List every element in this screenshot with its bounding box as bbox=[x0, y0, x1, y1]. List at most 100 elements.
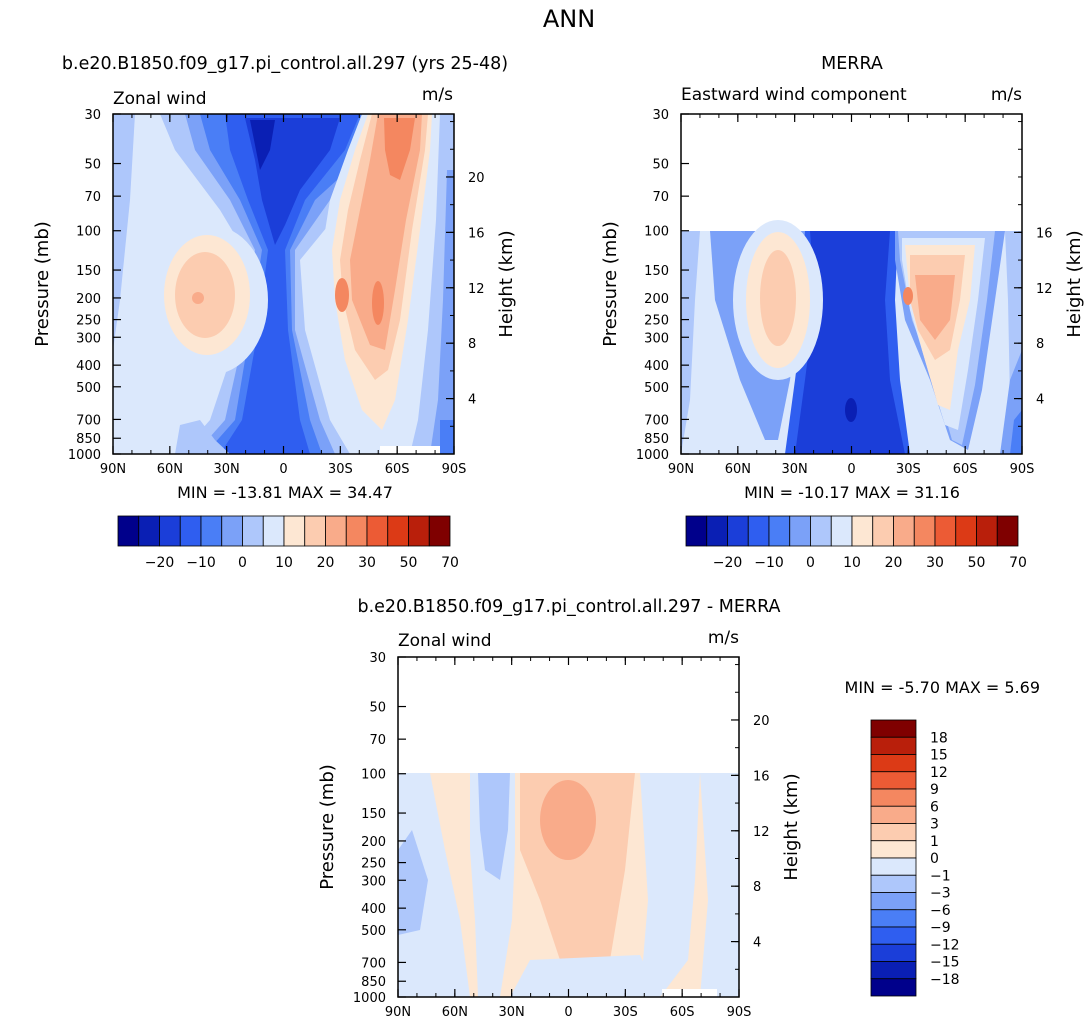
panel-merra-ytick-label: 200 bbox=[644, 292, 669, 307]
panel-merra-ytick-label: 700 bbox=[644, 413, 669, 428]
panel-merra-colorbar-swatch bbox=[893, 515, 915, 547]
panel-model-colorbar-swatch bbox=[221, 515, 243, 547]
panel-difference-colorbar-swatch bbox=[870, 736, 917, 755]
panel-model-colorbar-swatch bbox=[200, 515, 223, 547]
panel-merra-ytick-label: 100 bbox=[644, 225, 669, 240]
panel-difference-colorbar-label: −12 bbox=[930, 937, 960, 953]
panel-model-ytick-label: 150 bbox=[76, 264, 101, 279]
panel-merra-xtick-label: 90S bbox=[1010, 462, 1035, 477]
panel-model-colorbar-swatch bbox=[179, 515, 202, 547]
panel-model-colorbar-label: 20 bbox=[317, 555, 335, 571]
panel-merra-colorbar-swatch bbox=[872, 515, 894, 547]
panel-merra-ytick-label: 50 bbox=[652, 158, 669, 173]
panel-merra-colorbar-swatch bbox=[727, 515, 749, 547]
panel-model-colorbar-swatch bbox=[345, 515, 368, 547]
panel-difference-ytick-label: 1000 bbox=[353, 991, 386, 1006]
panel-model-colorbar-swatch bbox=[325, 515, 347, 547]
panel-model-ylabel: Pressure (mb) bbox=[32, 221, 53, 347]
panel-difference-colorbar-swatch bbox=[870, 754, 917, 773]
panel-merra: MERRA Eastward wind component m/s 90N 60N… bbox=[600, 54, 1085, 571]
panel-merra-xtick-label: 0 bbox=[847, 462, 855, 477]
panel-model-title: b.e20.B1850.f09_g17.pi_control.all.297 (… bbox=[62, 54, 508, 74]
panel-merra-colorbar-label: −20 bbox=[713, 555, 743, 571]
panel-model-xtick-label: 0 bbox=[279, 462, 287, 477]
panel-difference-colorbar-label: −3 bbox=[930, 886, 951, 902]
panel-merra-units: m/s bbox=[991, 85, 1022, 105]
panel-merra-xtick-label: 30N bbox=[782, 462, 808, 477]
panel-merra-colorbar-swatch bbox=[747, 515, 770, 547]
panel-merra-ytick-label: 850 bbox=[644, 432, 669, 447]
panel-merra-stats: MIN = -10.17 MAX = 31.16 bbox=[744, 483, 960, 502]
panel-difference-colorbar-label: 3 bbox=[930, 817, 939, 833]
panel-model-stats: MIN = -13.81 MAX = 34.47 bbox=[177, 483, 393, 502]
panel-merra-title: MERRA bbox=[821, 54, 883, 74]
panel-model-xtick-label: 60S bbox=[385, 462, 410, 477]
panel-merra-colorbar: −20 −10 0 10 20 30 50 70 bbox=[685, 515, 1027, 571]
panel-model-ytick-label: 200 bbox=[76, 292, 101, 307]
panel-difference-colorbar-swatch bbox=[870, 978, 917, 997]
panel-merra-colorbar-label: 20 bbox=[885, 555, 903, 571]
panel-merra-colorbar-swatch bbox=[913, 515, 936, 547]
panel-merra-ytick-label: 70 bbox=[652, 190, 669, 205]
panel-difference-colorbar-swatch bbox=[870, 840, 917, 859]
panel-merra-xtick-label: 90N bbox=[668, 462, 694, 477]
panel-model-colorbar-label: 50 bbox=[400, 555, 418, 571]
panel-model-colorbar-swatch bbox=[117, 515, 140, 547]
panel-model-ytick-label: 70 bbox=[84, 190, 101, 205]
panel-difference-ylabel: Pressure (mb) bbox=[317, 764, 338, 890]
panel-difference-ytick-label: 30 bbox=[369, 651, 386, 666]
panel-difference-ytick-label: 250 bbox=[361, 857, 386, 872]
panel-difference-ytick-label: 500 bbox=[361, 924, 386, 939]
panel-difference-colorbar-swatch bbox=[870, 926, 917, 945]
panel-difference-colorbar-label: 15 bbox=[930, 748, 948, 764]
panel-model-colorbar-swatch bbox=[366, 515, 389, 547]
panel-difference-colorbar-swatch bbox=[870, 788, 917, 807]
panel-model-units: m/s bbox=[422, 85, 453, 105]
panel-difference-xtick-label: 60N bbox=[442, 1005, 468, 1020]
panel-model-colorbar-label: 70 bbox=[441, 555, 459, 571]
panel-model-colorbar-swatch bbox=[387, 515, 409, 547]
panel-difference-xtick-label: 30N bbox=[499, 1005, 525, 1020]
panel-model-ytick-label: 400 bbox=[76, 359, 101, 374]
panel-model-colorbar-label: 0 bbox=[238, 555, 247, 571]
panel-difference-colorbar-swatch bbox=[870, 909, 917, 928]
panel-difference-xtick-label: 90N bbox=[385, 1005, 411, 1020]
panel-model-ylabel-right: Height (km) bbox=[496, 230, 517, 337]
panel-difference-htick-label: 20 bbox=[753, 714, 770, 729]
panel-model-xtick-label: 90S bbox=[442, 462, 467, 477]
panel-difference-colorbar-swatch bbox=[870, 892, 917, 911]
panel-model-colorbar-swatch bbox=[304, 515, 326, 547]
panel-difference-colorbar-swatch bbox=[870, 874, 917, 893]
panel-merra-htick-label: 8 bbox=[1036, 337, 1044, 352]
panel-model-ytick-label: 500 bbox=[76, 381, 101, 396]
panel-model-xtick-label: 90N bbox=[100, 462, 126, 477]
panel-model-htick-label: 16 bbox=[468, 226, 485, 241]
panel-merra-ytick-label: 300 bbox=[644, 331, 669, 346]
panel-merra-ytick-label: 500 bbox=[644, 381, 669, 396]
panel-difference-colorbar-swatch bbox=[870, 943, 917, 962]
panel-difference-units: m/s bbox=[708, 628, 739, 648]
panel-difference: b.e20.B1850.f09_g17.pi_control.all.297 -… bbox=[317, 597, 1040, 1020]
panel-merra-htick-label: 16 bbox=[1036, 226, 1053, 241]
panel-model-ytick-label: 50 bbox=[84, 158, 101, 173]
panel-model-colorbar-swatch bbox=[262, 515, 285, 547]
panel-model-ytick-label: 850 bbox=[76, 432, 101, 447]
panel-merra-xtick-label: 60N bbox=[725, 462, 751, 477]
panel-difference-colorbar-swatch bbox=[870, 719, 917, 738]
panel-merra-ylabel-right: Height (km) bbox=[1064, 230, 1085, 337]
panel-merra-colorbar-swatch bbox=[996, 515, 1019, 547]
panel-model-ytick-label: 30 bbox=[84, 108, 101, 123]
panel-model-xtick-label: 60N bbox=[157, 462, 183, 477]
panel-merra-colorbar-swatch bbox=[851, 515, 874, 547]
page-title: ANN bbox=[543, 5, 595, 33]
panel-difference-colorbar-label: −6 bbox=[930, 903, 951, 919]
panel-difference-stats: MIN = -5.70 MAX = 5.69 bbox=[845, 678, 1040, 697]
panel-merra-colorbar-swatch bbox=[976, 515, 998, 547]
panel-merra-colorbar-swatch bbox=[955, 515, 977, 547]
panel-difference-colorbar-label: −9 bbox=[930, 920, 951, 936]
panel-merra-htick-label: 12 bbox=[1036, 282, 1053, 297]
panel-difference-variable-label: Zonal wind bbox=[398, 631, 492, 651]
panel-merra-colorbar-label: 0 bbox=[806, 555, 815, 571]
panel-merra-htick-label: 4 bbox=[1036, 393, 1044, 408]
panel-merra-colorbar-swatch bbox=[789, 515, 811, 547]
